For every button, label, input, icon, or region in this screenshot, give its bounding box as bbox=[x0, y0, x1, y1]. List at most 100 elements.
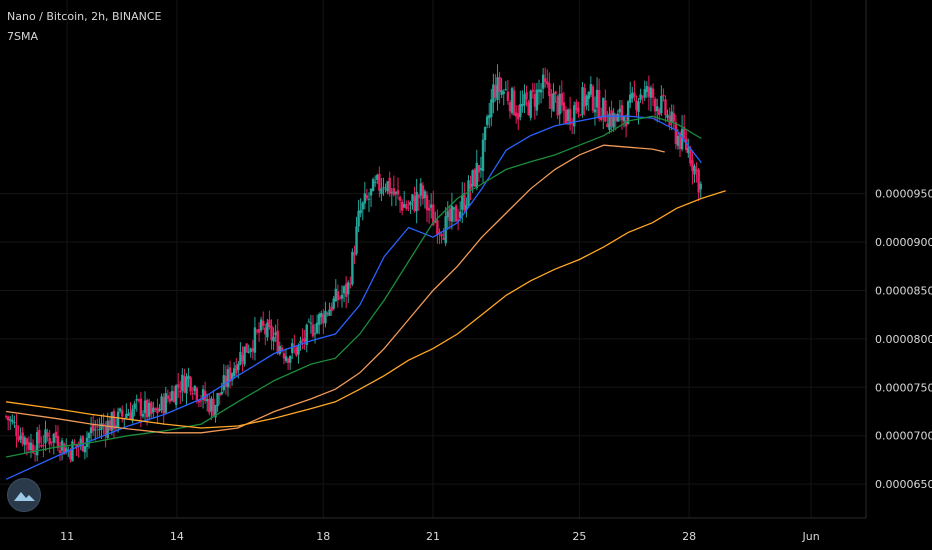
candle-body bbox=[407, 207, 410, 209]
candle-body bbox=[376, 174, 379, 180]
candle-body bbox=[114, 425, 118, 427]
candle-body bbox=[201, 389, 205, 400]
candle-body bbox=[187, 375, 190, 379]
sma-mid-line bbox=[5, 115, 702, 458]
candle-body bbox=[286, 358, 290, 363]
candle-body bbox=[602, 97, 605, 118]
candle-body bbox=[382, 187, 385, 189]
candle-body bbox=[423, 191, 427, 199]
candle-body bbox=[295, 347, 298, 356]
candle-body bbox=[504, 89, 508, 91]
candle-body bbox=[214, 404, 217, 418]
candle-body bbox=[301, 339, 304, 341]
candle-body bbox=[46, 432, 49, 438]
candle-body bbox=[380, 188, 383, 195]
candle-body bbox=[262, 320, 265, 326]
candle-body bbox=[434, 220, 437, 223]
candle-body bbox=[79, 438, 82, 446]
candle-body bbox=[450, 205, 454, 222]
candle-body bbox=[645, 86, 649, 92]
candle-body bbox=[465, 204, 468, 210]
candle-body bbox=[539, 89, 543, 93]
candle-body bbox=[417, 195, 420, 199]
candle-body bbox=[612, 112, 615, 128]
chart-title: Nano / Bitcoin, 2h, BINANCE bbox=[7, 10, 162, 23]
candle-body bbox=[552, 93, 555, 112]
candle-body bbox=[498, 76, 501, 93]
candle-body bbox=[390, 191, 393, 193]
candle-body bbox=[429, 204, 433, 208]
candle-body bbox=[268, 319, 271, 328]
candle-body bbox=[635, 100, 638, 111]
candle-body bbox=[674, 122, 678, 145]
candle-body bbox=[475, 162, 478, 189]
x-tick-label: 25 bbox=[572, 530, 586, 543]
candle-body bbox=[98, 429, 101, 431]
candle-body bbox=[150, 402, 153, 415]
candle-body bbox=[396, 190, 400, 195]
candle-body bbox=[525, 92, 528, 100]
candle-body bbox=[629, 94, 632, 103]
candle-body bbox=[641, 96, 644, 98]
candle-body bbox=[587, 91, 590, 99]
candle-body bbox=[145, 400, 149, 418]
candle-body bbox=[52, 434, 55, 443]
candle-body bbox=[550, 93, 553, 109]
candle-body bbox=[392, 188, 396, 196]
candle-body bbox=[473, 169, 476, 187]
candle-body bbox=[655, 106, 659, 112]
candle-body bbox=[608, 113, 611, 130]
candle-body bbox=[689, 150, 692, 164]
candle-body bbox=[680, 128, 684, 150]
candle-body bbox=[461, 194, 464, 210]
candle-body bbox=[413, 196, 416, 212]
candle-body bbox=[189, 377, 192, 392]
candle-body bbox=[378, 174, 381, 191]
candle-body bbox=[127, 413, 130, 416]
candle-body bbox=[313, 333, 317, 335]
candle-body bbox=[502, 91, 505, 94]
candle-body bbox=[15, 425, 18, 437]
candle-body bbox=[367, 198, 371, 200]
candle-body bbox=[599, 116, 603, 121]
candle-body bbox=[548, 83, 551, 97]
candle-body bbox=[463, 192, 466, 211]
candle-body bbox=[299, 340, 302, 344]
candle-body bbox=[276, 330, 279, 354]
candle-body bbox=[315, 322, 319, 334]
candle-body bbox=[247, 351, 250, 353]
candle-body bbox=[687, 147, 690, 154]
candle-body bbox=[614, 114, 617, 122]
candle-body bbox=[666, 114, 669, 118]
candle-body bbox=[668, 115, 671, 126]
candle-body bbox=[541, 74, 545, 89]
candle-body bbox=[87, 433, 91, 439]
candle-body bbox=[36, 432, 39, 456]
mountain-logo-icon[interactable] bbox=[7, 478, 41, 512]
candle-body bbox=[110, 412, 114, 431]
y-tick-label: 0.0000650 bbox=[875, 478, 932, 491]
candle-body bbox=[531, 89, 534, 92]
candle-body bbox=[384, 188, 387, 190]
candle-body bbox=[243, 346, 246, 365]
candle-body bbox=[191, 393, 194, 395]
candle-body bbox=[344, 283, 348, 297]
candle-body bbox=[471, 170, 474, 187]
candle-body bbox=[239, 352, 242, 365]
candle-body bbox=[626, 101, 630, 125]
candle-body bbox=[537, 89, 541, 92]
candle-body bbox=[311, 324, 315, 337]
indicator-label: 7SMA bbox=[7, 30, 38, 43]
candle-body bbox=[575, 102, 578, 111]
candle-body bbox=[179, 390, 182, 393]
candle-body bbox=[62, 443, 66, 455]
candle-body bbox=[672, 113, 675, 122]
candle-body bbox=[620, 105, 624, 121]
candle-body bbox=[129, 412, 132, 420]
candle-body bbox=[139, 398, 143, 416]
candle-body bbox=[245, 343, 248, 353]
candle-body bbox=[108, 420, 111, 431]
x-tick-label: 14 bbox=[170, 530, 184, 543]
